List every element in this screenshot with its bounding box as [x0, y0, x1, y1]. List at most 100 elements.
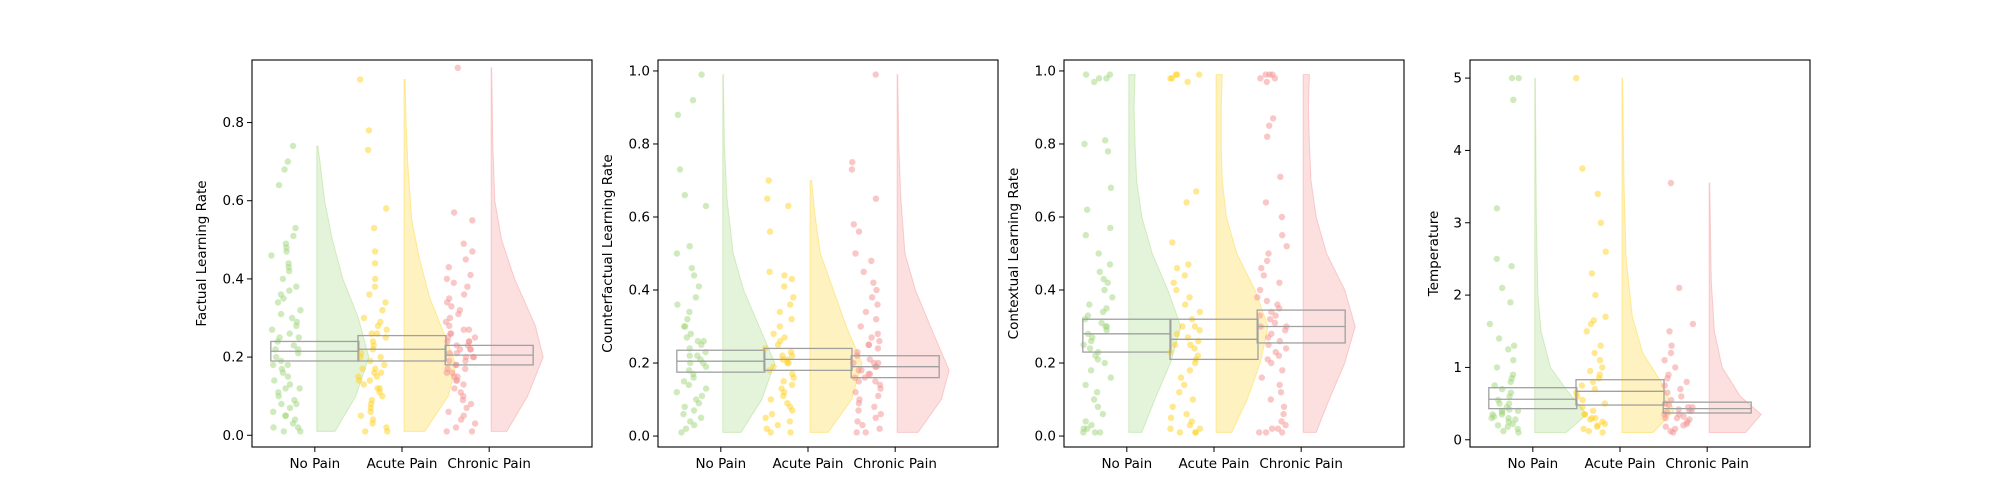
point-acute-pain	[785, 202, 792, 210]
point-acute-pain	[1587, 320, 1595, 328]
point-no-pain	[1498, 385, 1506, 393]
point-no-pain	[1087, 367, 1095, 374]
point-chronic-pain	[462, 357, 469, 365]
point-no-pain	[279, 275, 287, 283]
point-no-pain	[1095, 75, 1103, 82]
point-no-pain	[1508, 263, 1515, 270]
point-acute-pain	[1597, 342, 1604, 349]
violin-chronic-pain	[490, 67, 544, 432]
point-chronic-pain	[860, 268, 867, 275]
axes-frame	[251, 59, 593, 448]
point-no-pain	[285, 264, 292, 271]
point-acute-pain	[1593, 423, 1601, 430]
point-no-pain	[1504, 423, 1512, 430]
point-chronic-pain	[1279, 232, 1286, 239]
point-chronic-pain	[1664, 389, 1671, 396]
point-no-pain	[1082, 381, 1089, 389]
point-acute-pain	[1183, 410, 1190, 418]
point-chronic-pain	[1661, 382, 1668, 389]
point-acute-pain	[1602, 313, 1609, 320]
point-no-pain	[674, 111, 682, 119]
point-chronic-pain	[852, 250, 859, 257]
y-tick-label: 4	[1453, 143, 1462, 159]
point-no-pain	[1510, 357, 1517, 364]
point-chronic-pain	[460, 326, 467, 333]
point-no-pain	[282, 385, 289, 392]
point-acute-pain	[785, 359, 792, 367]
point-no-pain	[1106, 261, 1114, 268]
point-no-pain	[1088, 337, 1095, 345]
point-no-pain	[1507, 378, 1514, 386]
point-chronic-pain	[446, 357, 453, 365]
point-chronic-pain	[1676, 284, 1683, 292]
point-no-pain	[1095, 250, 1102, 257]
chart-panel: No Pain Acute Pain Chronic Pain 0 1 2 3 4 5 Tempe…	[1426, 59, 1811, 472]
point-acute-pain	[374, 385, 381, 392]
point-chronic-pain	[849, 159, 856, 166]
x-tick-label: Acute Pain	[1585, 456, 1656, 472]
point-acute-pain	[1181, 272, 1189, 279]
point-acute-pain	[786, 418, 793, 425]
point-no-pain	[268, 326, 276, 333]
box-acute-pain	[357, 334, 447, 362]
point-no-pain	[293, 400, 300, 408]
violin-chronic-pain	[1708, 182, 1762, 434]
point-chronic-pain	[1673, 414, 1681, 422]
point-acute-pain	[1187, 341, 1194, 348]
point-acute-pain	[767, 429, 774, 436]
point-acute-pain	[788, 275, 796, 283]
y-tick-label: 0.8	[223, 115, 244, 131]
point-chronic-pain	[1265, 250, 1272, 257]
point-chronic-pain	[1662, 423, 1670, 430]
point-acute-pain	[767, 396, 775, 403]
axes-frame	[1469, 59, 1811, 448]
violin-acute-pain	[403, 79, 457, 432]
point-chronic-pain	[1268, 425, 1276, 432]
point-no-pain	[685, 381, 693, 389]
point-no-pain	[1107, 374, 1115, 381]
x-tick-label: No Pain	[695, 456, 746, 472]
point-acute-pain	[382, 299, 389, 306]
point-chronic-pain	[1666, 328, 1673, 335]
point-acute-pain	[359, 365, 366, 372]
x-tick-label: Chronic Pain	[853, 456, 937, 472]
point-no-pain	[680, 378, 688, 385]
point-acute-pain	[1173, 330, 1181, 337]
point-no-pain	[695, 283, 703, 290]
point-no-pain	[1493, 364, 1501, 371]
point-chronic-pain	[443, 369, 450, 376]
point-no-pain	[1107, 224, 1114, 232]
point-acute-pain	[780, 378, 787, 385]
y-tick-label: 3	[1453, 215, 1462, 231]
violin-chronic-pain	[1302, 74, 1356, 433]
point-no-pain	[278, 400, 285, 408]
point-no-pain	[698, 71, 705, 78]
point-no-pain	[689, 97, 697, 104]
point-chronic-pain	[468, 428, 476, 435]
point-acute-pain	[770, 363, 777, 370]
point-chronic-pain	[865, 341, 873, 348]
point-chronic-pain	[1672, 364, 1679, 371]
point-no-pain	[288, 314, 296, 322]
point-chronic-pain	[848, 166, 856, 173]
x-tick-label: Chronic Pain	[1665, 456, 1749, 472]
point-chronic-pain	[1258, 374, 1266, 381]
point-acute-pain	[1191, 359, 1199, 367]
point-acute-pain	[384, 428, 391, 435]
y-tick-label: 0.0	[1035, 429, 1056, 445]
point-acute-pain	[1167, 425, 1174, 432]
point-no-pain	[1093, 389, 1101, 396]
point-chronic-pain	[1264, 133, 1271, 140]
point-acute-pain	[789, 352, 796, 359]
point-acute-pain	[789, 407, 796, 414]
y-tick-label: 0.8	[629, 136, 650, 152]
point-no-pain	[276, 334, 283, 341]
point-no-pain	[1493, 205, 1501, 212]
point-no-pain	[292, 224, 299, 232]
point-no-pain	[1091, 429, 1099, 436]
point-acute-pain	[1168, 75, 1176, 82]
point-chronic-pain	[852, 389, 859, 396]
point-acute-pain	[1186, 367, 1194, 374]
point-acute-pain	[1602, 248, 1609, 255]
point-no-pain	[690, 272, 698, 279]
